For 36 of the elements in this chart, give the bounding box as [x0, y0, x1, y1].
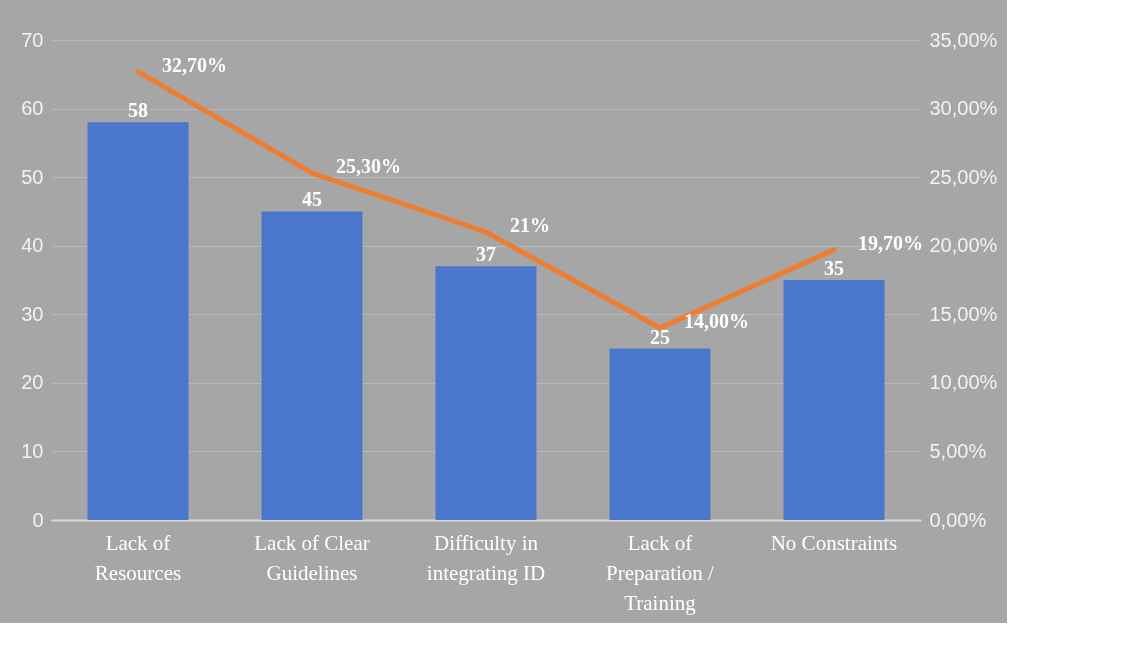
data-label: 14,00% — [684, 310, 749, 332]
y-tick-label: 40 — [21, 234, 44, 257]
x-tick-label: Lack of Resources — [94, 530, 182, 585]
x-tick-label: Lack of Clear Guidelines — [254, 530, 370, 585]
y2-tick-label: 35,00% — [929, 28, 998, 51]
x-tick-label: Lack of Preparation / Training — [606, 530, 715, 615]
data-label: 37 — [476, 243, 496, 266]
y-tick-label: 70 — [21, 28, 44, 51]
data-label: 21% — [510, 214, 550, 236]
data-label: 19,70% — [858, 231, 923, 254]
data-label: 32,70% — [162, 53, 227, 76]
bar — [261, 211, 363, 520]
y-tick-label: 20 — [21, 371, 44, 394]
x-tick-label: No Constraints — [770, 530, 898, 555]
data-label: 25 — [650, 325, 670, 348]
y-tick-label: 10 — [21, 439, 44, 462]
bar — [87, 122, 189, 520]
bar — [609, 348, 711, 520]
y2-tick-label: 20,00% — [929, 234, 998, 257]
x-tick-label: Difficulty in integrating ID — [426, 530, 546, 585]
y2-tick-label: 5,00% — [929, 439, 987, 462]
bar — [435, 266, 537, 520]
y2-tick-label: 10,00% — [929, 371, 998, 394]
y2-tick-label: 25,00% — [929, 165, 998, 188]
data-label: 25,30% — [336, 155, 401, 178]
data-label: 58 — [128, 99, 148, 122]
y-tick-label: 0 — [32, 508, 44, 531]
y2-tick-label: 30,00% — [929, 97, 998, 120]
bar — [783, 280, 885, 520]
y-tick-label: 50 — [21, 165, 44, 188]
y2-tick-label: 0,00% — [929, 508, 987, 531]
data-label: 35 — [824, 257, 844, 279]
y-tick-label: 30 — [21, 302, 44, 325]
y-tick-label: 60 — [21, 97, 44, 120]
y2-tick-label: 15,00% — [929, 302, 998, 325]
data-label: 45 — [302, 188, 322, 211]
